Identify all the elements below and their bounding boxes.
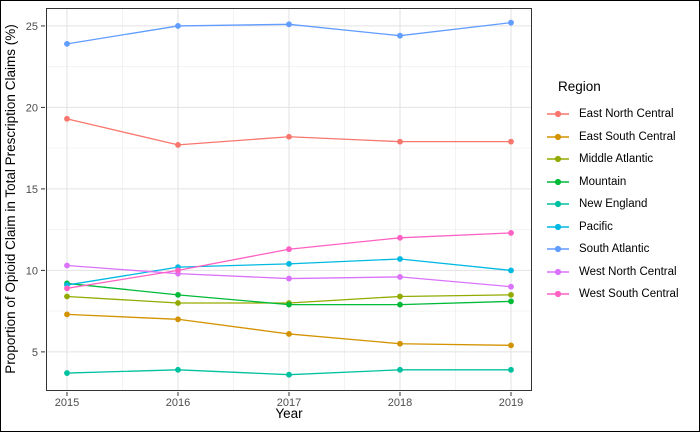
point-mountain-2016 [175, 291, 181, 298]
point-middle-atlantic-2016 [175, 300, 181, 306]
point-new-england-2017 [286, 371, 292, 378]
point-new-england-2016 [175, 366, 181, 373]
point-middle-atlantic-2018 [397, 293, 403, 300]
x-tick-label: 2019 [499, 397, 523, 409]
legend-item-east-north-central: East North Central [546, 103, 698, 126]
point-new-england-2019 [508, 366, 514, 373]
legend-key-icon-new-england [547, 201, 569, 208]
x-tick-label: 2016 [166, 397, 190, 409]
x-tick-label: 2018 [388, 397, 412, 409]
y-axis-title: Proportion of Opioid Claim in Total Pres… [3, 24, 18, 373]
y-tick-label: 5 [32, 347, 38, 359]
panel-border-rect [46, 8, 532, 391]
point-middle-atlantic-2019 [508, 291, 514, 298]
point-mountain-2017 [286, 301, 292, 308]
legend-label-west-south-central: West South Central [579, 288, 679, 301]
x-tick-label: 2017 [277, 397, 301, 409]
legend: Region East North Central East South Cent… [546, 79, 698, 306]
legend-key-point [554, 156, 562, 163]
legend-label-pacific: Pacific [579, 220, 613, 233]
legend-key-icon-pacific [547, 223, 569, 230]
legend-key-icon-west-south-central [547, 291, 569, 298]
point-west-north-central-2019 [508, 283, 514, 290]
y-tick-label: 20 [26, 102, 38, 114]
x-tick-label: 2015 [55, 397, 79, 409]
y-tick-label: 15 [26, 184, 38, 196]
point-south-atlantic-2018 [397, 32, 403, 39]
legend-key-point [554, 223, 562, 230]
point-middle-atlantic-2015 [64, 293, 70, 300]
point-pacific-2019 [508, 267, 514, 274]
legend-key-icon-west-north-central [547, 268, 569, 275]
legend-key-point [554, 246, 562, 253]
x-axis-title: Year [275, 406, 303, 421]
legend-label-south-atlantic: South Atlantic [579, 243, 650, 256]
legend-label-middle-atlantic: Middle Atlantic [579, 153, 654, 166]
legend-item-middle-atlantic: Middle Atlantic [546, 148, 698, 171]
legend-items: East North Central East South Central Midd… [546, 103, 698, 306]
point-south-atlantic-2016 [175, 23, 181, 29]
legend-key-point [554, 133, 562, 140]
point-new-england-2015 [64, 370, 70, 376]
point-west-south-central-2019 [508, 230, 514, 236]
point-west-north-central-2017 [286, 275, 292, 282]
legend-label-new-england: New England [579, 198, 648, 211]
point-east-south-central-2015 [64, 311, 70, 318]
legend-key-icon-east-south-central [547, 133, 569, 140]
legend-label-west-north-central: West North Central [579, 265, 677, 278]
point-east-south-central-2016 [175, 316, 181, 323]
data-series [64, 19, 514, 378]
point-east-north-central-2016 [175, 142, 181, 148]
point-east-south-central-2018 [397, 340, 403, 347]
point-west-south-central-2018 [397, 234, 403, 241]
point-east-north-central-2017 [286, 133, 292, 140]
point-west-south-central-2016 [175, 267, 181, 274]
point-west-north-central-2018 [397, 274, 403, 280]
point-east-north-central-2018 [397, 138, 403, 145]
legend-key-point [554, 178, 562, 185]
legend-key-icon-south-atlantic [547, 246, 569, 253]
legend-key-icon-middle-atlantic [547, 156, 569, 163]
legend-item-east-south-central: East South Central [546, 126, 698, 149]
panel-border [46, 8, 532, 391]
point-south-atlantic-2017 [286, 21, 292, 28]
legend-item-mountain: Mountain [546, 171, 698, 194]
legend-item-south-atlantic: South Atlantic [546, 238, 698, 261]
legend-key-icon-east-north-central [547, 111, 569, 118]
y-tick-label: 10 [26, 265, 38, 277]
legend-item-pacific: Pacific [546, 216, 698, 239]
legend-key-point [554, 268, 562, 275]
legend-item-new-england: New England [546, 193, 698, 216]
legend-key-point [554, 201, 562, 208]
point-west-south-central-2017 [286, 246, 292, 253]
point-east-north-central-2015 [64, 115, 70, 122]
point-east-north-central-2019 [508, 138, 514, 145]
point-south-atlantic-2019 [508, 19, 514, 26]
y-tick-label: 25 [26, 21, 38, 33]
axes: 2015 2016 2017 2018 2019 5 10 15 20 25 [26, 21, 523, 409]
point-west-south-central-2015 [64, 285, 70, 292]
legend-key-point [554, 291, 562, 298]
point-east-south-central-2017 [286, 331, 292, 337]
point-east-south-central-2019 [508, 342, 514, 349]
legend-item-west-south-central: West South Central [546, 283, 698, 306]
legend-key-point [554, 111, 562, 118]
point-south-atlantic-2015 [64, 40, 70, 47]
point-west-north-central-2015 [64, 262, 70, 269]
point-mountain-2019 [508, 298, 514, 305]
legend-label-mountain: Mountain [579, 175, 627, 188]
point-mountain-2018 [397, 301, 403, 308]
point-pacific-2017 [286, 260, 292, 267]
legend-key-icon-mountain [547, 178, 569, 185]
point-new-england-2018 [397, 366, 403, 373]
point-pacific-2018 [397, 256, 403, 262]
legend-title: Region [558, 79, 601, 94]
legend-item-west-north-central: West North Central [546, 261, 698, 284]
legend-label-east-north-central: East North Central [579, 108, 674, 121]
legend-label-east-south-central: East South Central [579, 130, 676, 143]
